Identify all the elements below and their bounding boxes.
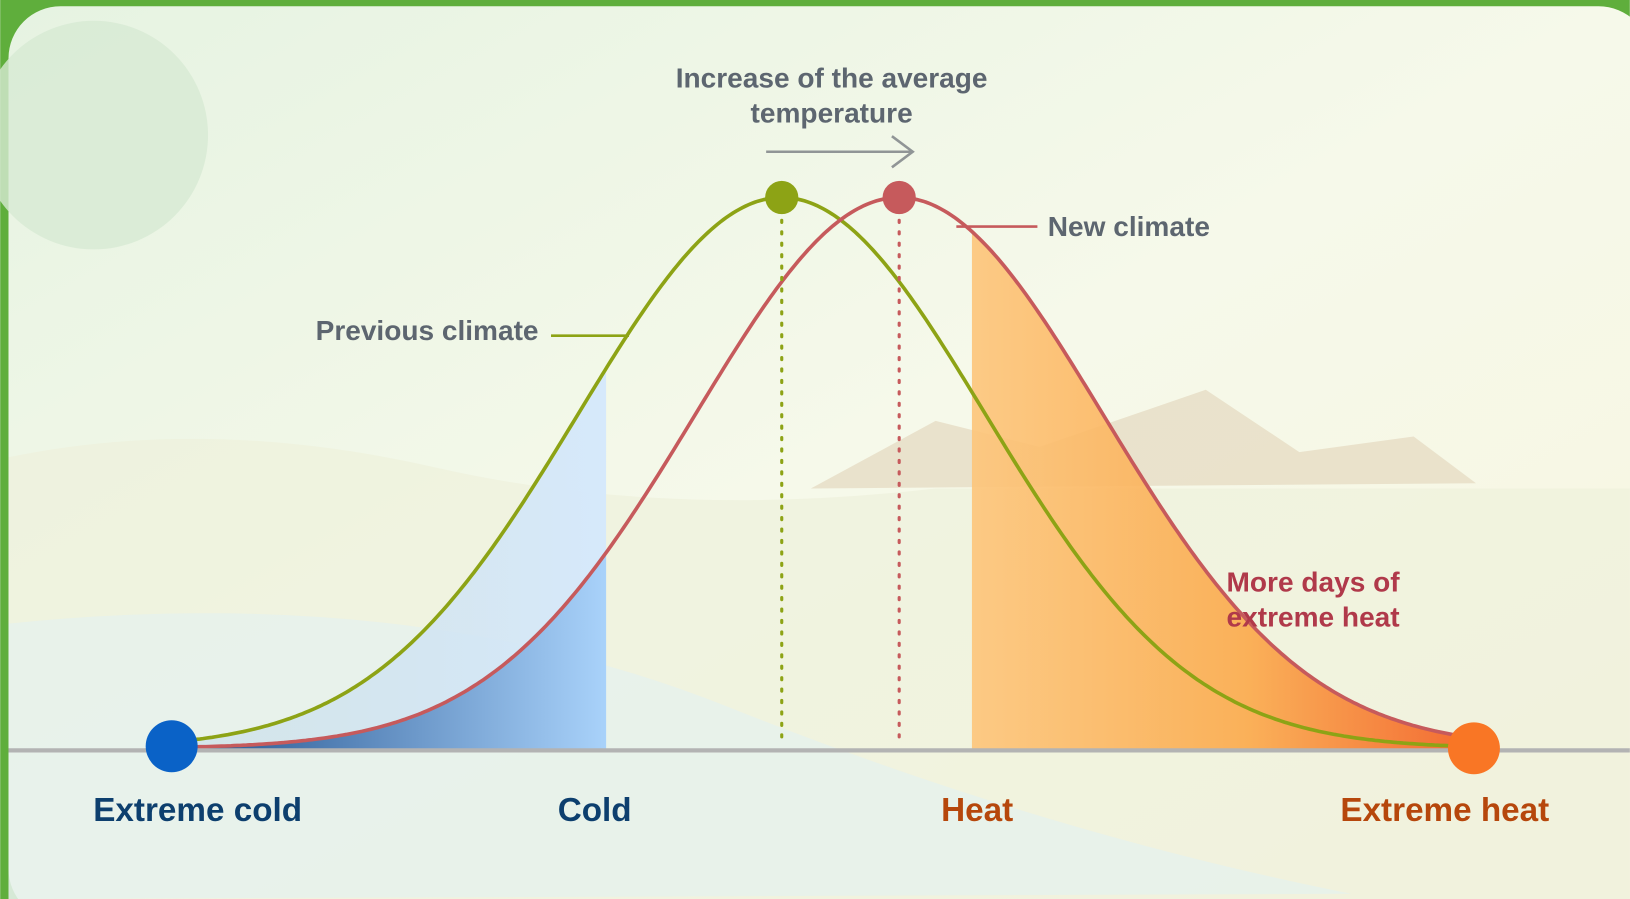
- heat-note: More days of: [1227, 566, 1401, 597]
- heat-note: extreme heat: [1227, 602, 1400, 633]
- cold-dot: [146, 720, 198, 772]
- axis-label: Heat: [941, 792, 1013, 829]
- previous-peak: [765, 181, 798, 214]
- new-climate-label: New climate: [1048, 211, 1210, 242]
- diagram: Increase of the average temperature New …: [0, 0, 1630, 899]
- new-peak: [883, 181, 916, 214]
- heat-dot: [1448, 722, 1500, 774]
- previous-climate-label: Previous climate: [316, 315, 539, 346]
- axis-label: Extreme heat: [1340, 792, 1549, 829]
- axis-label: Extreme cold: [93, 792, 302, 829]
- increase-label: temperature: [751, 98, 913, 129]
- axis-label: Cold: [558, 792, 632, 829]
- increase-label: Increase of the average: [676, 62, 988, 93]
